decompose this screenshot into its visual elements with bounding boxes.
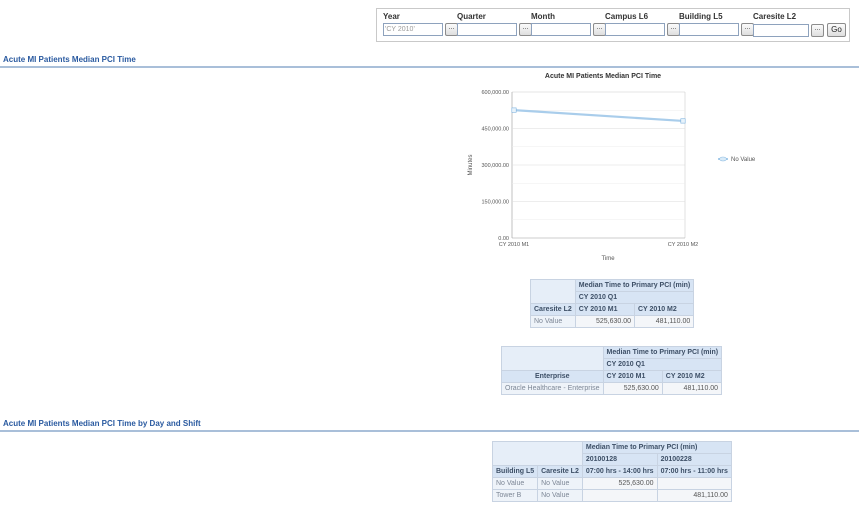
row-header-building: Building L5 (491, 465, 539, 478)
y-tick-label: 450,000.00 (481, 127, 509, 133)
series-line (513, 108, 684, 123)
col-header-m1: CY 2010 M1 (602, 370, 663, 383)
y-axis-label: Minutes (468, 154, 474, 175)
prompt-campus: Campus L6 ... (605, 12, 680, 36)
section-divider (0, 430, 859, 432)
prompt-month-label: Month (531, 12, 555, 21)
line-chart: Acute MI Patients Median PCI Time 0.00 15… (468, 73, 756, 262)
building-input[interactable] (679, 23, 739, 36)
prompt-year: Year 'CY 2010' ... (383, 12, 458, 36)
pivot-table-enterprise: Median Time to Primary PCI (min) CY 2010… (501, 346, 723, 395)
value-cell: 481,110.00 (633, 315, 695, 328)
data-point[interactable] (511, 107, 517, 113)
section-header-day-shift: Acute MI Patients Median PCI Time by Day… (0, 419, 859, 433)
prompt-year-label: Year (383, 12, 400, 21)
caresite-browse-button[interactable]: ... (811, 23, 824, 37)
row-header-caresite: Caresite L2 (537, 465, 583, 478)
quarter-input[interactable] (457, 23, 517, 36)
quarter-header: CY 2010 Q1 (574, 291, 695, 304)
y-tick-labels: 0.00 150,000.00 300,000.00 450,000.00 600,00… (481, 90, 509, 242)
shift-header-2: 07:00 hrs - 11:00 hrs (656, 465, 732, 478)
value-cell: 525,630.00 (574, 315, 636, 328)
prompt-caresite-label: Caresite L2 (753, 12, 797, 21)
corner-cell (501, 346, 604, 371)
measure-header: Median Time to Primary PCI (min) (602, 346, 723, 359)
col-header-m1: CY 2010 M1 (574, 303, 636, 316)
measure-header: Median Time to Primary PCI (min) (581, 441, 732, 454)
caresite-cell: No Value (537, 489, 583, 502)
col-header-m2: CY 2010 M2 (661, 370, 723, 383)
prompt-quarter-label: Quarter (457, 12, 486, 21)
section-divider (0, 66, 859, 68)
value-cell: 481,110.00 (661, 382, 723, 395)
y-tick-label: 600,000.00 (481, 90, 509, 96)
caresite-input[interactable] (753, 23, 809, 37)
table-row: No Value 525,630.00 481,110.00 (530, 315, 695, 328)
section-title: Acute MI Patients Median PCI Time (3, 55, 136, 64)
chart-title: Acute MI Patients Median PCI Time (545, 73, 661, 80)
prompts-panel: Year 'CY 2010' ... Quarter ... Month ...… (376, 8, 850, 42)
table-row: Oracle Healthcare - Enterprise 525,630.0… (501, 382, 723, 395)
date-header-1: 20100128 (581, 453, 658, 466)
building-cell: Tower B (491, 489, 539, 502)
prompt-campus-label: Campus L6 (605, 12, 649, 21)
prompt-building: Building L5 ... (679, 12, 754, 36)
prompt-month: Month ... (531, 12, 606, 36)
value-cell (581, 489, 658, 502)
caresite-cell: No Value (537, 477, 583, 490)
quarter-header: CY 2010 Q1 (602, 358, 723, 371)
shift-header-1: 07:00 hrs - 14:00 hrs (581, 465, 658, 478)
value-cell (656, 477, 732, 490)
row-header-enterprise: Enterprise (501, 370, 604, 383)
date-header-2: 20100228 (656, 453, 732, 466)
data-point[interactable] (680, 118, 686, 124)
table-row: No Value No Value 525,630.00 (491, 477, 732, 490)
x-tick-labels: CY 2010 M1 CY 2010 M2 (499, 242, 698, 248)
prompt-quarter: Quarter ... (457, 12, 532, 36)
building-cell: No Value (491, 477, 539, 490)
section-header-pci-time: Acute MI Patients Median PCI Time (0, 55, 859, 69)
y-tick-label: 0.00 (498, 236, 509, 242)
series-no-value (511, 107, 686, 124)
x-tick-label: CY 2010 M2 (668, 242, 698, 248)
x-tick-label: CY 2010 M1 (499, 242, 529, 248)
legend-entry: No Value (731, 157, 756, 163)
measure-header: Median Time to Primary PCI (min) (574, 279, 695, 292)
row-label: No Value (530, 315, 576, 328)
value-cell: 525,630.00 (581, 477, 658, 490)
legend-marker (719, 156, 727, 162)
corner-cell (530, 279, 576, 304)
go-button[interactable]: Go (827, 23, 846, 37)
row-label: Oracle Healthcare - Enterprise (501, 382, 604, 395)
campus-input[interactable] (605, 23, 665, 36)
campus-browse-button[interactable]: ... (667, 23, 680, 36)
value-cell: 525,630.00 (602, 382, 663, 395)
legend: No Value (718, 156, 756, 163)
prompt-building-label: Building L5 (679, 12, 723, 21)
y-tick-label: 300,000.00 (481, 163, 509, 169)
x-axis-label: Time (601, 256, 615, 262)
value-cell: 481,110.00 (656, 489, 732, 502)
gridlines (512, 110, 685, 220)
pivot-table-caresite: Median Time to Primary PCI (min) CY 2010… (530, 279, 695, 328)
row-header-caresite: Caresite L2 (530, 303, 576, 316)
col-header-m2: CY 2010 M2 (633, 303, 695, 316)
section-title: Acute MI Patients Median PCI Time by Day… (3, 419, 201, 428)
corner-cell (492, 441, 583, 466)
month-input[interactable] (531, 23, 591, 36)
pivot-table-day-shift: Median Time to Primary PCI (min) 2010012… (491, 441, 732, 502)
y-tick-label: 150,000.00 (481, 200, 509, 206)
year-input[interactable]: 'CY 2010' (383, 23, 443, 36)
table-row: Tower B No Value 481,110.00 (491, 489, 732, 502)
prompt-caresite: Caresite L2 ... Go (753, 12, 846, 37)
